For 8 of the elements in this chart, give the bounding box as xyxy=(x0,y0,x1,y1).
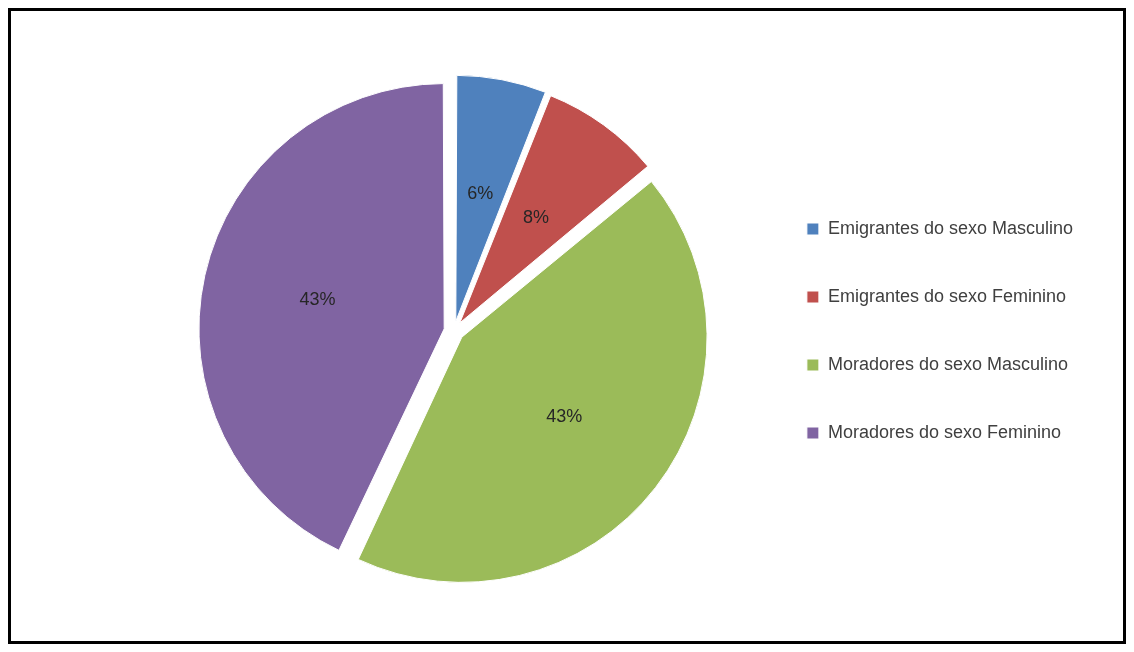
data-label: 8% xyxy=(523,206,550,227)
data-label: 43% xyxy=(546,405,583,426)
legend-label: Moradores do sexo Masculino xyxy=(827,353,1069,374)
legend-label: Emigrantes do sexo Feminino xyxy=(827,285,1067,306)
legend-label: Emigrantes do sexo Masculino xyxy=(827,217,1074,238)
legend-label: Moradores do sexo Feminino xyxy=(827,421,1062,442)
data-label: 43% xyxy=(299,289,336,310)
data-label: 6% xyxy=(467,182,494,203)
